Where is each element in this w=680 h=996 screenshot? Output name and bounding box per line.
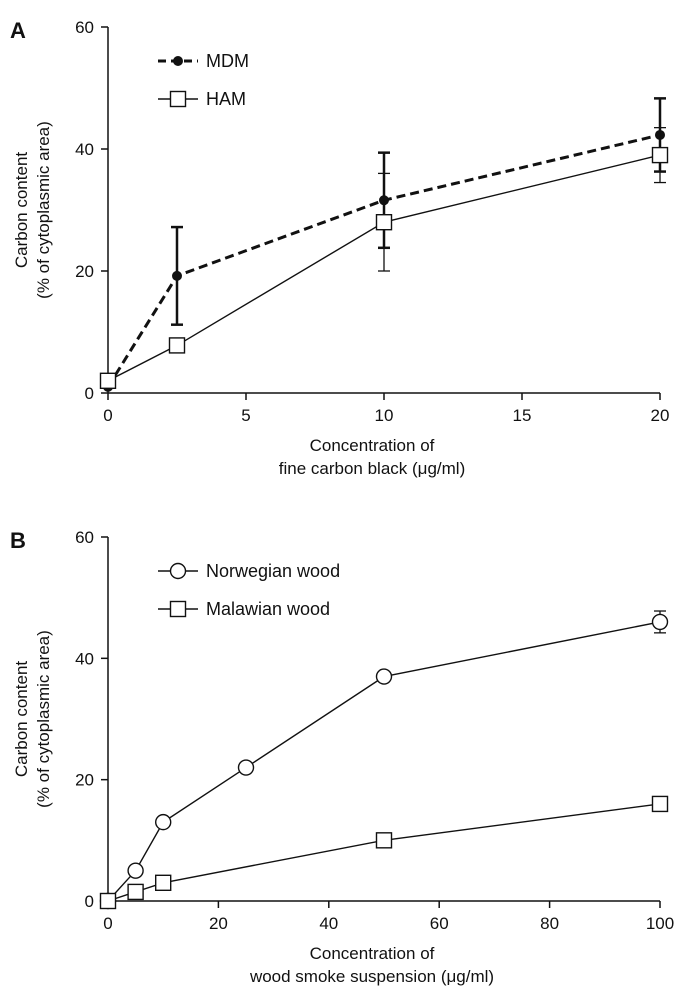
panel-b-series-norwegian-wood-legend-label: Norwegian wood bbox=[206, 561, 340, 581]
panel-a-x-axis-label: Concentration of fine carbon black (μg/ml… bbox=[279, 436, 465, 478]
panel-b-series-norwegian-wood-line bbox=[107, 621, 661, 902]
panel-a-x-axis-label-line: fine carbon black (μg/ml) bbox=[279, 459, 465, 478]
panel-a-label: A bbox=[10, 18, 26, 43]
panel-a-x-tick-label: 15 bbox=[513, 406, 532, 425]
panel-a-y-tick-label: 0 bbox=[85, 384, 94, 403]
panel-b: B 0 20 40 60 80 100 0 20 40 60 Concentration of wood… bbox=[10, 528, 674, 986]
panel-b-y-tick-label: 20 bbox=[75, 771, 94, 790]
panel-b-series-norwegian-wood-point bbox=[651, 613, 669, 631]
panel-b-x-axis-label-line: wood smoke suspension (μg/ml) bbox=[249, 967, 494, 986]
panel-a-y-tick-label: 40 bbox=[75, 140, 94, 159]
panel-a-x-tick-label: 20 bbox=[651, 406, 670, 425]
panel-a-series-mdm-legend-label: MDM bbox=[206, 51, 249, 71]
panel-b-series-norwegian-wood-legend-marker bbox=[169, 562, 187, 580]
panel-b-x-axis-label: Concentration of wood smoke suspension (μ… bbox=[249, 944, 494, 986]
panel-a-series-ham-legend-marker bbox=[169, 90, 187, 108]
panel-b-x-tick-label: 0 bbox=[103, 914, 112, 933]
panel-b-y-tick-label: 40 bbox=[75, 649, 94, 668]
panel-b-series-norwegian-wood-point bbox=[237, 759, 255, 776]
panel-b-series-malawian-wood-line bbox=[107, 803, 661, 902]
panel-b-y-axis-label-line: Carbon content bbox=[12, 661, 31, 778]
panel-b-x-axis-label-line: Concentration of bbox=[310, 944, 435, 963]
panel-a-y-tick-label: 20 bbox=[75, 262, 94, 281]
panel-a-series-ham-line bbox=[107, 154, 661, 382]
panel-b-label: B bbox=[10, 528, 26, 553]
panel-b-x-tick-label: 20 bbox=[209, 914, 228, 933]
panel-a-series-mdm-point bbox=[172, 270, 182, 281]
panel-b-y-axis-label-line: (% of cytoplasmic area) bbox=[34, 630, 53, 808]
panel-a-series-mdm-line bbox=[106, 133, 661, 388]
panel-a-x-tick-label: 5 bbox=[241, 406, 250, 425]
panel-a-y-axis-label-line: Carbon content bbox=[12, 152, 31, 269]
panel-b-x-tick-label: 40 bbox=[319, 914, 338, 933]
panel-b-series-norwegian-wood: Norwegian wood bbox=[99, 561, 669, 910]
panel-a-series-ham-point bbox=[375, 213, 393, 231]
panel-b-series-malawian-wood-legend-label: Malawian wood bbox=[206, 599, 330, 619]
panel-b-y-tick-label: 0 bbox=[85, 892, 94, 911]
panel-a-series-mdm-legend-marker bbox=[173, 56, 183, 66]
panel-a-series-ham-point bbox=[168, 337, 186, 354]
panel-a-series-ham-point bbox=[99, 372, 117, 389]
panel-b-series-malawian-wood-point bbox=[99, 892, 117, 910]
panel-b-series-malawian-wood-legend-marker bbox=[169, 600, 187, 618]
panel-b-x-tick-label: 80 bbox=[540, 914, 559, 933]
panel-a-series-mdm: MDM bbox=[103, 51, 666, 392]
panel-b-series-malawian-wood-point bbox=[127, 883, 144, 901]
panel-a-series-ham-point bbox=[651, 146, 669, 164]
panel-b-series-norwegian-wood-point bbox=[154, 813, 172, 831]
panel-b-x-tick-label: 60 bbox=[430, 914, 449, 933]
panel-b-series-norwegian-wood-point bbox=[127, 862, 144, 879]
panel-b-series-malawian-wood-point bbox=[651, 795, 669, 813]
panel-a-series-ham: HAM bbox=[99, 89, 669, 389]
panel-a-x-tick-label: 0 bbox=[103, 406, 112, 425]
panel-a-y-axis-label: Carbon content (% of cytoplasmic area) bbox=[12, 121, 53, 299]
panel-b-series-malawian-wood: Malawian wood bbox=[99, 599, 669, 910]
panel-a-x-axis-label-line: Concentration of bbox=[310, 436, 435, 455]
panel-a-y-axis-label-line: (% of cytoplasmic area) bbox=[34, 121, 53, 299]
panel-b-y-axis-label: Carbon content (% of cytoplasmic area) bbox=[12, 630, 53, 808]
panel-b-series-malawian-wood-point bbox=[154, 874, 172, 891]
panel-a-x-tick-label: 10 bbox=[375, 406, 394, 425]
panel-a-y-tick-label: 60 bbox=[75, 18, 94, 37]
panel-b-series-norwegian-wood-point bbox=[375, 668, 393, 685]
panel-b-x-tick-label: 100 bbox=[646, 914, 674, 933]
panel-b-series-malawian-wood-point bbox=[375, 832, 393, 849]
panel-a: A 0 5 10 15 20 0 20 40 60 Concentration of fine car… bbox=[10, 18, 669, 478]
panel-a-series-ham-legend-label: HAM bbox=[206, 89, 246, 109]
panel-b-y-tick-label: 60 bbox=[75, 528, 94, 547]
